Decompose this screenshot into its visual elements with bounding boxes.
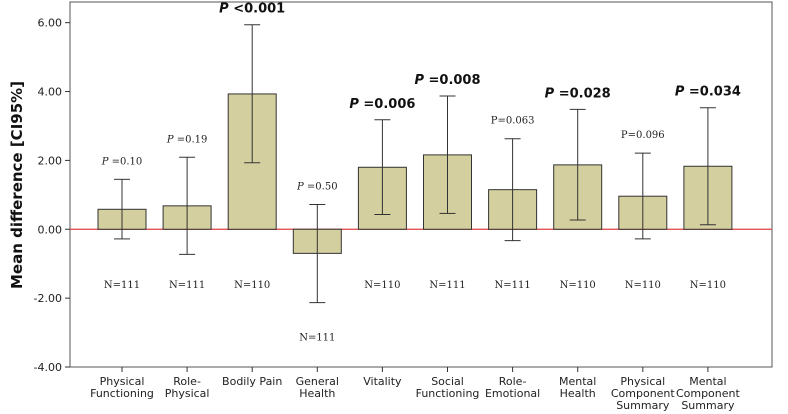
y-axis: -4.00 -2.00 0.00 2.00 4.00 6.00 <box>34 17 70 374</box>
n-labels-group: N=111 N=111 N=110 N=111 N=110 N=111 N=111 N=110… <box>104 280 726 344</box>
x-category-label-line: Physical <box>620 375 665 388</box>
p-value-label: P =0.50 <box>296 181 338 192</box>
x-category-label: Social Functioning <box>416 375 480 400</box>
x-category-label-line: Bodily Pain <box>222 375 282 388</box>
x-category-label-line: Role- <box>173 375 201 388</box>
x-category-label: Mental Component Summary <box>676 375 741 412</box>
p-value-text: =0.008 <box>424 73 481 88</box>
p-value-label: P=0.096 <box>621 130 665 141</box>
sample-size-label: N=110 <box>560 280 596 291</box>
y-tick-label: -2.00 <box>34 292 62 305</box>
x-category-label-line: General <box>296 375 339 388</box>
x-category-label-line: Social <box>431 375 464 388</box>
p-value-symbol: P <box>545 86 555 101</box>
p-value-text: =0.10 <box>108 156 142 167</box>
x-category-label-line: Summary <box>681 399 735 412</box>
p-value-text: P=0.063 <box>491 116 535 127</box>
x-category-label-line: Functioning <box>416 387 480 400</box>
y-tick-label: 0.00 <box>38 223 63 236</box>
x-category-label-line: Health <box>299 387 335 400</box>
y-tick-label: 6.00 <box>38 17 63 30</box>
p-value-label: P =0.10 <box>101 156 143 167</box>
p-value-symbol: P <box>675 85 685 100</box>
y-axis-title: Mean difference [CI95%] <box>8 81 26 289</box>
x-category-label: Vitality <box>363 375 402 388</box>
x-category-label: Role-Emotional <box>485 375 540 400</box>
p-value-symbol: P <box>101 156 109 167</box>
sample-size-label: N=111 <box>104 280 140 291</box>
p-value-text: P=0.096 <box>621 130 665 141</box>
sample-size-label: N=110 <box>625 280 661 291</box>
p-value-text: <0.001 <box>229 2 286 17</box>
x-category-label: General Health <box>296 375 339 400</box>
p-value-label: P =0.19 <box>166 134 208 145</box>
p-value-label: P =0.006 <box>349 97 415 112</box>
x-category-label-line: Component <box>611 387 676 400</box>
sample-size-label: N=111 <box>299 333 335 344</box>
p-value-text: =0.19 <box>174 134 208 145</box>
x-category-label-line: Physical <box>165 387 210 400</box>
p-value-label: P =0.028 <box>545 86 611 101</box>
x-category-label-line: Component <box>676 387 741 400</box>
x-category-label: Mental Health <box>559 375 596 400</box>
p-value-label: P =0.008 <box>414 73 480 88</box>
p-value-text: =0.50 <box>304 181 338 192</box>
x-category-label: Physical Functioning <box>90 375 154 400</box>
plot-area-border <box>69 1 773 368</box>
p-value-symbol: P <box>166 134 174 145</box>
x-category-label-line: Physical <box>100 375 145 388</box>
error-bars-group <box>114 24 716 304</box>
y-tick-label: 4.00 <box>38 86 63 99</box>
x-category-label-line: Emotional <box>485 387 540 400</box>
p-value-symbol: P <box>414 73 424 88</box>
p-value-text: =0.006 <box>359 97 416 112</box>
p-value-symbol: P <box>296 181 304 192</box>
p-value-symbol: P <box>349 97 359 112</box>
p-value-label: P=0.063 <box>491 116 535 127</box>
p-value-symbol: P <box>219 2 229 17</box>
sample-size-label: N=110 <box>234 280 270 291</box>
p-value-label: P =0.034 <box>675 85 741 100</box>
y-tick-label: 2.00 <box>38 154 63 167</box>
sample-size-label: N=111 <box>429 280 465 291</box>
x-category-label-line: Mental <box>559 375 596 388</box>
x-category-label-line: Vitality <box>363 375 402 388</box>
p-value-text: =0.034 <box>684 85 741 100</box>
sample-size-label: N=111 <box>169 280 205 291</box>
x-category-label-line: Health <box>560 387 596 400</box>
sample-size-label: N=111 <box>494 280 530 291</box>
sample-size-label: N=110 <box>364 280 400 291</box>
sample-size-label: N=110 <box>690 280 726 291</box>
x-category-label: Role-Physical <box>165 375 210 400</box>
x-category-label-line: Functioning <box>90 387 154 400</box>
p-value-text: =0.028 <box>554 86 611 101</box>
x-category-label-line: Summary <box>616 399 670 412</box>
x-category-label: Bodily Pain <box>222 375 282 388</box>
plot-frame <box>69 1 773 368</box>
x-category-label-line: Mental <box>689 375 726 388</box>
x-category-label-line: Role- <box>499 375 527 388</box>
x-category-label: Physical Component Summary <box>611 375 676 412</box>
p-value-label: P <0.001 <box>219 2 285 17</box>
y-tick-label: -4.00 <box>34 361 62 374</box>
